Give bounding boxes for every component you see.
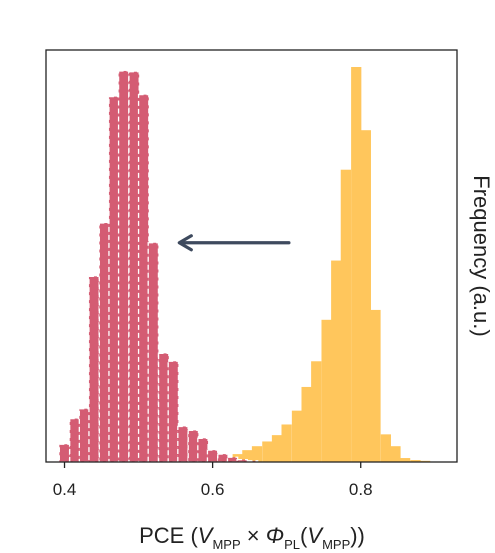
bar [321,319,332,462]
x-axis-label: PCE (VMPP × ΦPL(VMPP)) [139,523,365,552]
bar [98,222,111,463]
bar [399,458,411,462]
bar [137,94,150,463]
bar [217,453,229,463]
plot-frame [45,49,458,463]
bar [281,424,292,462]
bar [117,70,130,463]
bar [147,242,160,463]
bar [360,130,371,462]
bar [380,434,391,462]
x-tick-label: 0.4 [53,480,77,499]
bar [69,417,81,463]
series-red-bars [58,70,259,463]
arrow-head [177,234,193,252]
x-tick-label: 0.6 [201,480,225,499]
y-axis-label: Frequency (a.u.) [469,175,494,336]
bar [311,361,322,462]
bar [108,95,120,463]
bar [157,352,170,463]
bar [301,386,312,462]
bar [410,460,421,462]
bar [167,360,180,463]
bar [58,443,71,463]
bar [351,67,362,462]
bar [242,450,253,462]
shift-arrow [177,234,291,252]
x-tick-label: 0.8 [349,480,373,499]
bar [291,410,303,462]
series-yellow-bars [202,67,431,462]
x-axis-ticks: 0.4 0.6 0.8 [53,462,373,499]
bar [390,446,401,462]
bar [226,456,239,463]
bar [331,260,342,462]
bar [187,429,200,463]
bar [262,441,273,462]
bar [251,446,263,462]
bar [88,275,100,463]
bar [177,425,189,463]
bar [271,435,283,462]
bar [340,169,351,462]
bar [370,309,381,462]
bar [128,71,140,463]
bar [206,449,219,463]
bar [78,408,91,463]
bar [197,437,209,463]
